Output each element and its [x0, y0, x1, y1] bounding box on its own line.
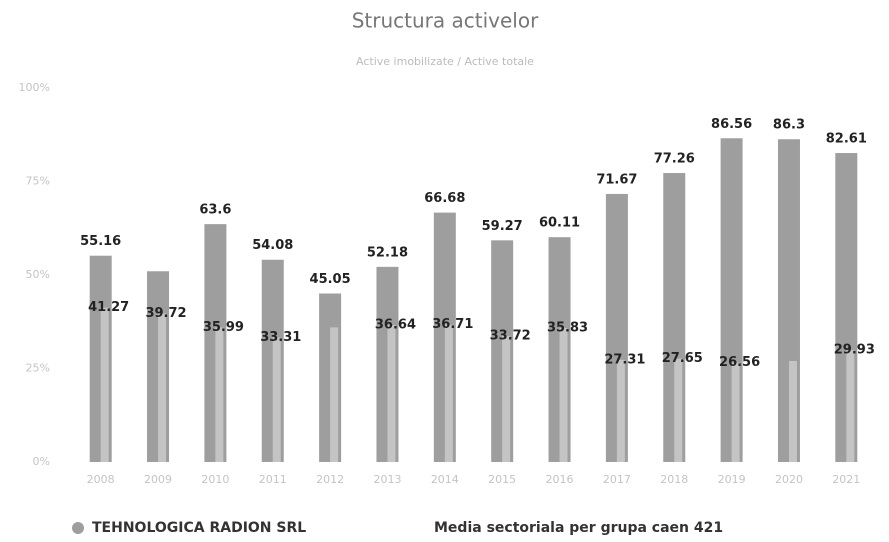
- x-tick-label: 2010: [201, 473, 229, 486]
- y-tick-label: 50%: [26, 268, 50, 281]
- data-label: 77.26: [654, 152, 695, 167]
- bar: [387, 324, 396, 462]
- data-label: 86.56: [711, 117, 752, 132]
- data-label: 66.68: [424, 191, 465, 206]
- legend-label: Media sectoriala per grupa caen 421: [434, 520, 723, 536]
- data-label: 82.61: [826, 132, 867, 147]
- data-label: 35.99: [203, 320, 244, 335]
- legend-swatch: [414, 522, 426, 534]
- x-tick-label: 2019: [718, 473, 746, 486]
- data-label: 36.71: [432, 317, 473, 332]
- x-tick-label: 2018: [660, 473, 688, 486]
- x-tick-label: 2021: [832, 473, 860, 486]
- data-label: 27.31: [604, 352, 645, 367]
- x-tick-label: 2013: [373, 473, 401, 486]
- bar: [616, 359, 625, 462]
- x-tick-label: 2016: [546, 473, 574, 486]
- data-label: 26.56: [719, 355, 760, 370]
- bar: [731, 362, 740, 462]
- chart-subtitle: Active imobilizate / Active totale: [356, 55, 534, 68]
- y-tick-label: 25%: [26, 362, 50, 375]
- bar: [100, 307, 109, 462]
- data-label: 39.72: [145, 306, 186, 321]
- data-label: 59.27: [482, 219, 523, 234]
- data-label: 41.27: [88, 300, 129, 315]
- x-tick-label: 2017: [603, 473, 631, 486]
- x-tick-label: 2020: [775, 473, 803, 486]
- bar: [215, 327, 224, 462]
- data-label: 33.72: [490, 328, 531, 343]
- x-tick-label: 2008: [87, 473, 115, 486]
- bar: [674, 358, 683, 462]
- x-tick-label: 2009: [144, 473, 172, 486]
- x-tick-label: 2012: [316, 473, 344, 486]
- bar: [788, 361, 797, 462]
- y-tick-label: 0%: [33, 455, 50, 468]
- x-tick-label: 2011: [259, 473, 287, 486]
- data-label: 55.16: [80, 234, 121, 249]
- y-tick-label: 75%: [26, 175, 50, 188]
- bar: [444, 324, 453, 462]
- bar: [272, 337, 281, 462]
- data-label: 60.11: [539, 216, 580, 231]
- data-label: 29.93: [834, 343, 875, 358]
- bar: [846, 350, 855, 462]
- bar: [158, 313, 167, 462]
- legend-label: TEHNOLOGICA RADION SRL: [92, 520, 306, 536]
- chart-title: Structura activelor: [352, 9, 539, 33]
- data-label: 45.05: [310, 272, 351, 287]
- data-label: 27.65: [662, 351, 703, 366]
- legend-swatch: [72, 522, 84, 534]
- x-tick-label: 2014: [431, 473, 459, 486]
- data-label: 33.31: [260, 330, 301, 345]
- x-tick-label: 2015: [488, 473, 516, 486]
- data-label: 36.64: [375, 317, 416, 332]
- data-label: 63.6: [199, 203, 231, 218]
- bar: [502, 335, 511, 462]
- bar: [559, 327, 568, 462]
- data-label: 71.67: [596, 172, 637, 187]
- data-label: 86.3: [773, 118, 805, 133]
- data-label: 54.08: [252, 238, 293, 253]
- data-label: 52.18: [367, 245, 408, 260]
- bar: [330, 327, 339, 462]
- data-label: 35.83: [547, 320, 588, 335]
- y-tick-label: 100%: [19, 81, 50, 94]
